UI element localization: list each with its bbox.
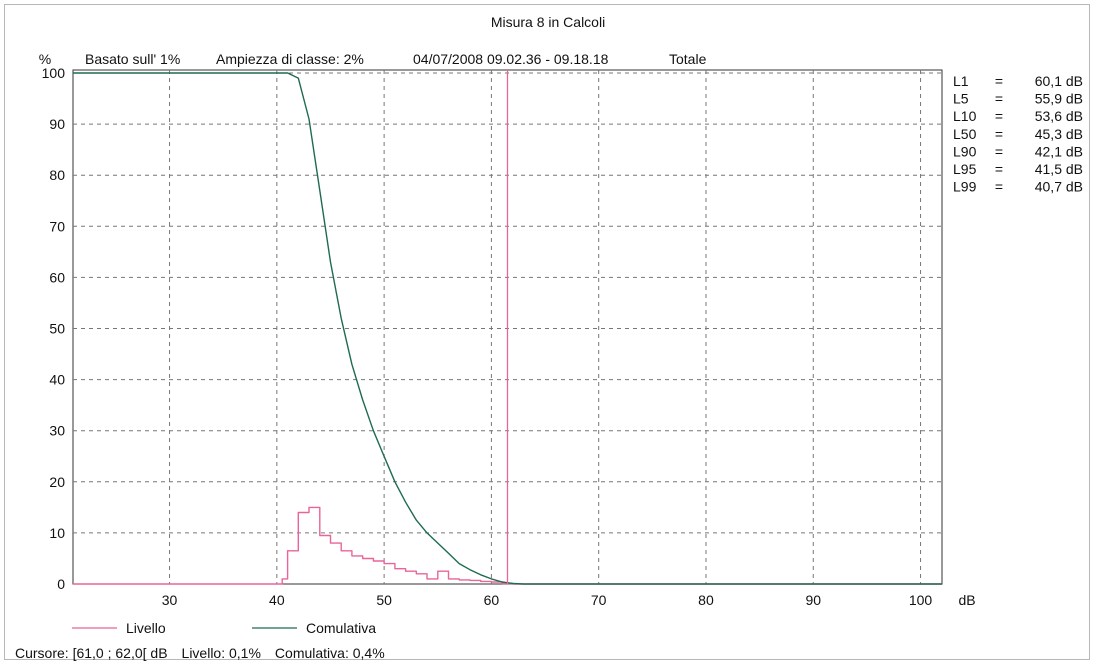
chart-title: Misura 8 in Calcoli (491, 14, 605, 30)
legend-livello-label: Livello (126, 620, 166, 636)
status-bar: Cursore: [61,0 ; 62,0[ dB Livello: 0,1% Co… (15, 645, 399, 661)
y-tick-label: 60 (49, 269, 65, 285)
y-tick-label: 70 (49, 218, 65, 234)
x-tick-label: 80 (698, 592, 714, 608)
x-tick-label: 30 (162, 592, 178, 608)
x-tick-label: 90 (805, 592, 821, 608)
percentile-label: L90 (953, 143, 977, 159)
percentile-equals: = (995, 179, 1003, 195)
x-tick-label: 40 (269, 592, 285, 608)
percentile-value: 55,9 dB (1035, 91, 1083, 107)
percentile-equals: = (995, 126, 1003, 142)
y-unit-label: % (39, 51, 51, 67)
legend-comulativa-label: Comulativa (306, 620, 376, 636)
basis-label: Basato sull' 1% (85, 51, 180, 67)
class-width-label: Ampiezza di classe: 2% (216, 51, 364, 67)
series-group (73, 72, 942, 585)
x-tick-label: 100 (909, 592, 933, 608)
x-tick-label: 60 (484, 592, 500, 608)
percentile-table: L1 = 60,1 dB L5 = 55,9 dB L10 = 53,6 dB L50 = 45,3 … (953, 73, 1083, 195)
percentile-equals: = (995, 91, 1003, 107)
percentile-label: L1 (953, 73, 969, 89)
series-livello-line (73, 506, 942, 585)
y-tick-label: 10 (49, 525, 65, 541)
y-tick-label: 80 (49, 167, 65, 183)
percentile-label: L50 (953, 126, 977, 142)
y-tick-label: 100 (42, 65, 66, 81)
percentile-equals: = (995, 161, 1003, 177)
x-axis-ticks: 30 40 50 60 70 80 90 100 (162, 592, 933, 608)
percentile-value: 42,1 dB (1035, 143, 1083, 159)
percentile-label: L10 (953, 108, 977, 124)
percentile-label: L99 (953, 179, 977, 195)
period-label: 04/07/2008 09.02.36 - 09.18.18 (413, 51, 609, 67)
y-axis-ticks: 0 10 20 30 40 50 60 70 80 90 100 (42, 65, 66, 592)
percentile-label: L5 (953, 91, 969, 107)
percentile-value: 41,5 dB (1035, 161, 1083, 177)
chart-frame: Misura 8 in Calcoli % Basato sull' 1% Am… (4, 4, 1090, 661)
percentile-value: 53,6 dB (1035, 108, 1083, 124)
cumulative-distribution-chart: Misura 8 in Calcoli % Basato sull' 1% Am… (39, 14, 1083, 636)
series-comulativa-line (73, 72, 942, 585)
livello-readout: Livello: 0,1% (181, 645, 261, 661)
legend: Livello Comulativa (72, 620, 376, 636)
x-tick-label: 50 (376, 592, 392, 608)
percentile-value: 40,7 dB (1035, 179, 1083, 195)
percentile-equals: = (995, 143, 1003, 159)
y-tick-label: 90 (49, 116, 65, 132)
percentile-equals: = (995, 108, 1003, 124)
y-tick-label: 40 (49, 372, 65, 388)
y-tick-label: 20 (49, 474, 65, 490)
x-axis-unit: dB (958, 592, 975, 608)
scope-label: Totale (669, 51, 707, 67)
y-tick-label: 50 (49, 321, 65, 337)
x-tick-label: 70 (591, 592, 607, 608)
percentile-value: 45,3 dB (1035, 126, 1083, 142)
percentile-equals: = (995, 73, 1003, 89)
comulativa-readout: Comulativa: 0,4% (274, 645, 385, 661)
cursor-readout: Cursore: [61,0 ; 62,0[ dB (15, 645, 168, 661)
percentile-value: 60,1 dB (1035, 73, 1083, 89)
y-tick-label: 30 (49, 423, 65, 439)
y-tick-label: 0 (57, 576, 65, 592)
percentile-label: L95 (953, 161, 977, 177)
